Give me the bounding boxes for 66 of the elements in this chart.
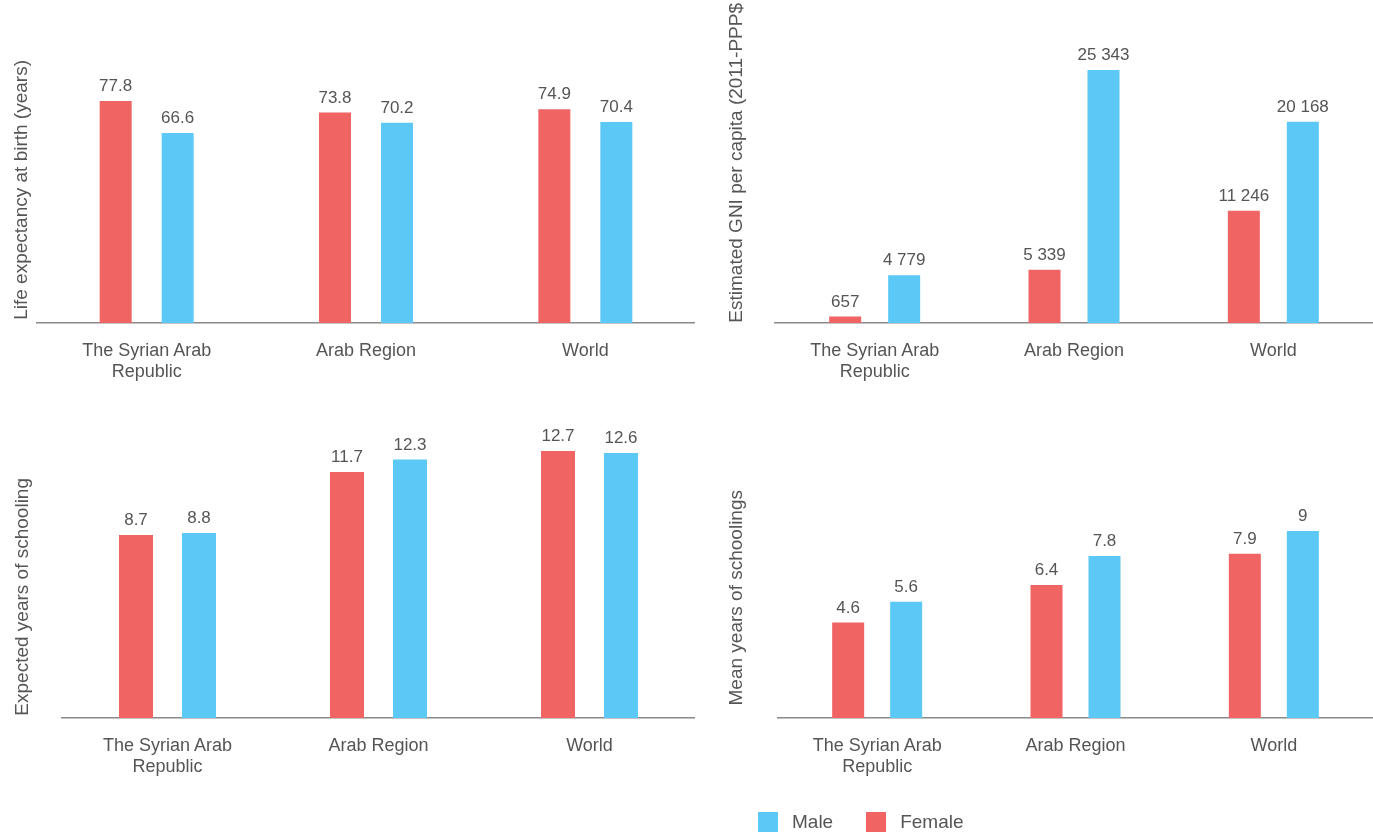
y-axis-title: Mean years of schoolings	[725, 489, 747, 705]
data-label: 11 246	[1218, 185, 1270, 205]
x-tick-label: Arab Region	[315, 339, 417, 360]
bar	[182, 532, 216, 718]
bar	[1228, 553, 1261, 718]
data-label: 4.6	[836, 597, 860, 617]
data-label: 74.9	[537, 84, 571, 104]
bar	[888, 275, 921, 323]
data-label: 12.3	[393, 434, 427, 454]
bar	[119, 535, 153, 718]
legend-label: Male	[792, 811, 834, 832]
data-label: 6.4	[1034, 560, 1059, 580]
data-label: 11.7	[331, 447, 363, 467]
data-label: 20 168	[1276, 96, 1329, 116]
bar	[330, 472, 364, 718]
x-tick-label: The Syrian Arab Republic	[82, 339, 212, 382]
bar	[538, 109, 571, 323]
x-tick-label: World	[1250, 734, 1298, 755]
data-label: 5 339	[1023, 244, 1066, 264]
x-tick-label: The Syrian Arab Republic	[102, 734, 233, 777]
y-axis-title: Expected years of schooling	[11, 478, 33, 716]
bar	[829, 316, 862, 323]
bar	[99, 101, 132, 323]
data-label: 657	[830, 291, 860, 311]
data-label: 7.8	[1092, 531, 1117, 551]
bar	[381, 122, 413, 323]
y-axis-title: Estimated GNI per capita (2011-PPP$	[725, 3, 747, 323]
bar	[541, 451, 575, 718]
data-label: 4 779	[882, 250, 926, 270]
data-label: 8.8	[187, 508, 211, 528]
bar	[832, 622, 865, 718]
bar	[604, 453, 638, 718]
data-label: 25 343	[1077, 45, 1130, 65]
data-label: 12.6	[604, 428, 638, 448]
bar	[1286, 121, 1319, 323]
data-label: 77.8	[99, 76, 133, 96]
x-tick-label: Arab Region	[1023, 339, 1125, 360]
data-label: 70.2	[380, 97, 414, 117]
bar	[161, 132, 194, 323]
data-label: 12.7	[541, 426, 575, 446]
bar	[1087, 70, 1120, 323]
data-label: 66.6	[161, 108, 195, 128]
x-tick-label: Arab Region	[328, 734, 429, 755]
x-tick-label: World	[566, 734, 613, 755]
bar	[1028, 269, 1061, 323]
bar	[1286, 531, 1319, 718]
data-label: 70.4	[599, 97, 633, 117]
data-label: 7.9	[1233, 529, 1257, 549]
bar	[319, 112, 351, 323]
data-label: 8.7	[124, 510, 148, 530]
data-label: 73.8	[318, 87, 352, 107]
x-tick-label: Arab Region	[1025, 734, 1126, 755]
bar	[1088, 555, 1121, 718]
bar	[1030, 585, 1063, 718]
x-tick-label: World	[561, 339, 609, 360]
legend-label: Female	[900, 811, 964, 832]
bar	[600, 122, 633, 323]
x-tick-label: World	[1249, 339, 1297, 360]
data-label: 5.6	[894, 576, 918, 596]
y-axis-title: Life expectancy at birth (years)	[10, 60, 32, 320]
bar	[393, 459, 427, 718]
x-tick-label: The Syrian Arab Republic	[812, 734, 942, 777]
data-label: 9	[1298, 506, 1308, 526]
x-tick-label: The Syrian Arab Republic	[810, 339, 940, 382]
bar	[890, 601, 923, 718]
bar	[1227, 210, 1260, 323]
